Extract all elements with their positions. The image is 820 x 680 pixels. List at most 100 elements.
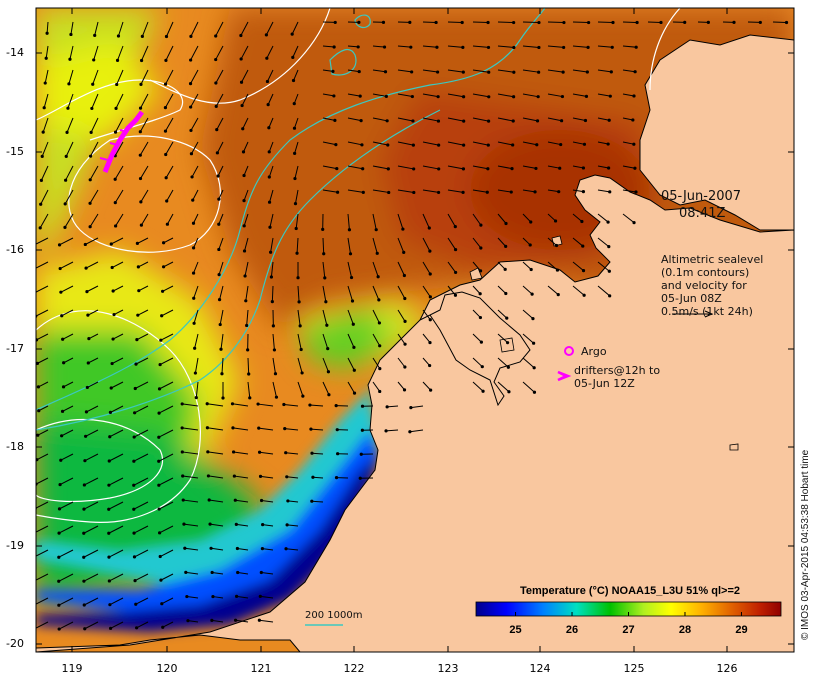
velocity-arrow-head <box>108 626 113 630</box>
velocity-arrow <box>211 547 224 551</box>
velocity-arrow-head <box>186 619 190 623</box>
velocity-arrow-head <box>784 20 789 25</box>
velocity-arrow <box>292 45 299 58</box>
velocity-arrow <box>522 165 537 169</box>
velocity-arrow-head <box>386 167 390 171</box>
velocity-arrow <box>86 405 99 413</box>
velocity-arrow-head <box>408 20 412 25</box>
velocity-arrow <box>84 453 99 462</box>
velocity-arrow <box>447 189 464 193</box>
velocity-arrow-head <box>140 34 144 38</box>
velocity-arrow <box>597 21 614 24</box>
velocity-arrow-head <box>242 199 246 203</box>
velocity-arrow <box>62 333 74 340</box>
velocity-arrow <box>136 333 149 341</box>
velocity-arrow <box>109 453 124 462</box>
velocity-arrow-head <box>58 266 62 271</box>
velocity-arrow-head <box>258 474 263 478</box>
velocity-arrow-head <box>85 385 89 390</box>
velocity-arrow <box>285 452 299 455</box>
velocity-arrow <box>265 21 274 36</box>
velocity-arrow <box>165 165 174 179</box>
velocity-arrow-head <box>357 69 361 74</box>
velocity-arrow-head <box>375 251 379 255</box>
velocity-arrow <box>372 285 380 301</box>
velocity-arrow-head <box>113 130 118 134</box>
velocity-arrow-head <box>361 190 365 194</box>
velocity-arrow-head <box>164 176 168 180</box>
velocity-arrow <box>237 547 249 551</box>
velocity-arrow <box>242 117 249 129</box>
velocity-arrow <box>572 93 587 97</box>
velocity-arrow <box>472 165 488 170</box>
velocity-arrow <box>297 381 304 397</box>
velocity-arrow-head <box>108 435 112 439</box>
velocity-arrow-head <box>607 166 611 170</box>
velocity-arrow-head <box>286 499 290 503</box>
velocity-arrow <box>212 571 224 575</box>
velocity-arrow <box>182 403 199 407</box>
velocity-arrow <box>112 285 124 292</box>
velocity-arrow <box>164 93 174 108</box>
velocity-arrow <box>83 573 99 582</box>
velocity-arrow <box>233 451 249 455</box>
velocity-arrow <box>64 189 74 205</box>
velocity-arrow-head <box>36 338 39 342</box>
velocity-arrow-head <box>221 396 225 400</box>
velocity-arrow <box>162 285 174 292</box>
velocity-arrow-head <box>635 20 639 25</box>
velocity-arrow <box>36 525 49 533</box>
velocity-arrow <box>114 165 124 180</box>
velocity-arrow-head <box>36 458 39 462</box>
altimetry-note-line: 0.5m/s (1kt 24h) <box>661 305 753 318</box>
velocity-arrow-head <box>436 119 441 123</box>
velocity-arrow <box>38 381 49 388</box>
velocity-arrow <box>293 93 299 104</box>
velocity-arrow <box>347 357 355 371</box>
lat-tick-label: -14 <box>6 46 24 59</box>
velocity-arrow-head <box>557 190 561 194</box>
velocity-arrow <box>622 93 635 97</box>
velocity-arrow <box>139 141 149 156</box>
velocity-arrow <box>257 403 274 407</box>
velocity-arrow-head <box>462 119 466 123</box>
velocity-arrow <box>472 237 482 249</box>
velocity-arrow <box>285 548 299 551</box>
velocity-arrow-head <box>59 290 63 294</box>
velocity-arrow-head <box>454 270 458 275</box>
velocity-arrow <box>547 21 564 24</box>
velocity-arrow-head <box>403 365 407 369</box>
lat-tick-label: -15 <box>6 145 24 158</box>
velocity-arrow-head <box>560 119 564 123</box>
velocity-arrow <box>36 261 49 269</box>
velocity-arrow <box>243 213 249 226</box>
velocity-arrow-head <box>607 269 611 273</box>
velocity-arrow-head <box>486 143 490 147</box>
velocity-arrow <box>59 261 74 269</box>
velocity-arrow <box>497 141 513 146</box>
velocity-arrow <box>85 429 99 437</box>
velocity-arrow <box>297 285 300 302</box>
velocity-arrow <box>89 213 99 227</box>
velocity-arrow <box>547 45 564 48</box>
velocity-arrow <box>622 165 636 169</box>
velocity-arrow-head <box>64 178 68 182</box>
velocity-arrow <box>262 524 274 527</box>
velocity-arrow-head <box>559 142 563 147</box>
velocity-arrow-head <box>428 340 432 345</box>
velocity-arrow <box>218 237 224 250</box>
velocity-arrow <box>294 189 299 204</box>
velocity-arrow-head <box>360 143 364 147</box>
velocity-arrow <box>397 381 405 391</box>
velocity-arrow <box>297 333 302 350</box>
velocity-arrow-head <box>581 244 585 248</box>
velocity-arrow-head <box>266 103 270 107</box>
velocity-arrow-head <box>512 95 516 99</box>
velocity-arrow-head <box>233 498 237 502</box>
velocity-arrow <box>109 597 124 606</box>
altimetry-note-line: and velocity for <box>661 279 747 292</box>
velocity-arrow <box>183 523 199 527</box>
velocity-arrow-head <box>215 128 219 132</box>
velocity-arrow <box>347 237 352 254</box>
velocity-arrow <box>472 189 488 193</box>
